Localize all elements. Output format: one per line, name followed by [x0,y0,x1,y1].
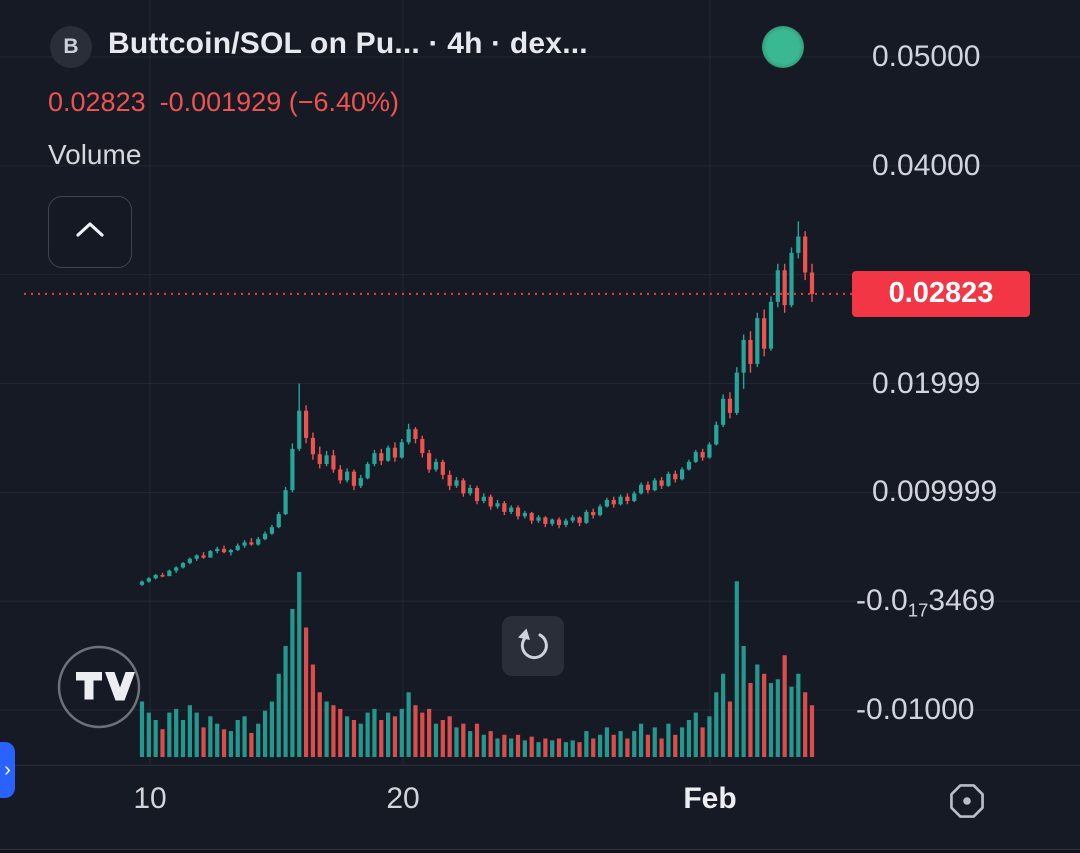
time-axis[interactable]: 10 20 Feb [0,766,1080,850]
chart-title[interactable]: Buttcoin/SOL on Pu... · 4h · dex... [108,27,588,60]
last-price-tag-value: 0.02823 [888,277,994,310]
price-legend: 0.02823 -0.001929 (−6.40%) [48,87,399,118]
time-axis-label: 10 [133,782,167,815]
legend-change: -0.001929 (−6.40%) [159,87,400,117]
volume-pane-label[interactable]: Volume [48,139,142,170]
reset-rotate-ccw-icon [513,624,553,669]
legend-last-price: 0.02823 [48,87,146,117]
tradingview-logo[interactable] [56,644,142,730]
price-axis[interactable]: 0.05000 0.04000 0.01999 0.009999 -0.0173469 -… [0,0,1080,765]
bottom-edge [0,849,1080,853]
price-axis-label: -0.0173469 [856,584,996,621]
time-axis-bar[interactable]: 10 20 Feb [0,765,1080,850]
watchlist-drawer-handle[interactable]: › [0,742,15,798]
collapse-legend-button[interactable] [48,196,132,268]
price-axis-label: 0.009999 [872,475,998,509]
time-axis-label: 20 [386,782,420,815]
price-axis-label: -0.01000 [856,693,975,726]
last-price-tag: 0.02823 [852,270,1030,317]
chevron-right-icon: › [4,758,11,781]
time-axis-label: Feb [683,782,737,815]
reset-chart-button[interactable] [502,616,564,676]
chevron-up-icon [75,220,105,244]
price-axis-label: 0.04000 [872,148,981,182]
price-axis-label: 0.01999 [872,366,981,400]
price-axis-label: 0.05000 [872,40,981,73]
symbol-avatar-letter: B [63,35,79,58]
symbol-avatar[interactable]: B [50,26,92,68]
chart-settings-button[interactable] [944,780,990,826]
candlestick-chart[interactable] [0,0,1080,765]
market-status-dot-icon [762,26,804,68]
settings-octagon-icon [947,781,987,826]
